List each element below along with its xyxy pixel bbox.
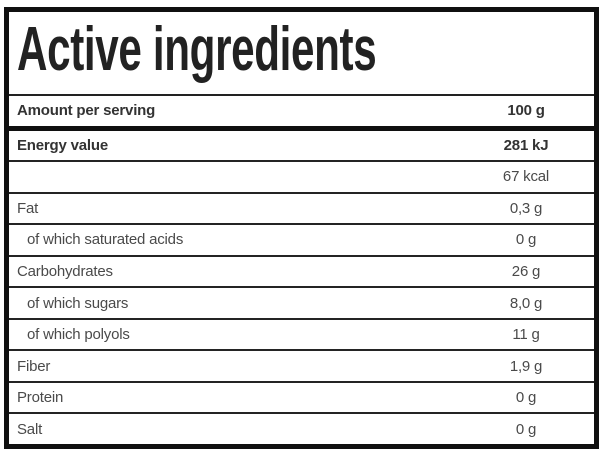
table-row: Carbohydrates 26 g [9, 257, 594, 289]
row-value: 0 g [515, 231, 537, 249]
table-row: of which polyols 11 g [9, 320, 594, 352]
table-row-amount-per-serving: Amount per serving 100 g [9, 96, 594, 131]
row-label: Amount per serving [17, 102, 156, 120]
table-title: Active ingredients [17, 15, 377, 84]
table-rows: Amount per serving 100 g Energy value 281… [9, 96, 594, 444]
row-value: 11 g [512, 326, 540, 344]
row-value: 100 g [507, 102, 545, 120]
row-label: Salt [17, 420, 43, 438]
row-label: Carbohydrates [17, 263, 113, 280]
row-value: 1,9 g [509, 357, 543, 375]
table-row: 67 kcal [9, 162, 594, 194]
table-row: Energy value 281 kJ [9, 131, 594, 163]
row-value: 26 g [511, 263, 541, 280]
row-label: of which sugars [27, 294, 129, 312]
row-value: 67 kcal [502, 168, 550, 186]
row-label: Energy value [17, 136, 108, 154]
table-row: Fiber 1,9 g [9, 351, 594, 383]
table-row: Fat 0,3 g [9, 194, 594, 226]
row-value: 0 g [515, 389, 537, 407]
row-value: 8,0 g [509, 294, 543, 312]
row-value: 0,3 g [509, 199, 543, 217]
table-row: Salt 0 g [9, 414, 594, 444]
row-value: 281 kJ [503, 136, 549, 154]
active-ingredients-table: Active ingredients Amount per serving 10… [4, 7, 599, 449]
row-label: Fat [17, 199, 39, 217]
row-label: Protein [17, 389, 64, 407]
row-label: of which polyols [27, 326, 130, 344]
table-title-cell: Active ingredients [9, 12, 594, 96]
row-label: Fiber [17, 357, 51, 375]
table-row: Protein 0 g [9, 383, 594, 415]
table-row: of which saturated acids 0 g [9, 225, 594, 257]
row-label: of which saturated acids [27, 231, 184, 249]
row-value: 0 g [515, 420, 537, 438]
table-row: of which sugars 8,0 g [9, 288, 594, 320]
